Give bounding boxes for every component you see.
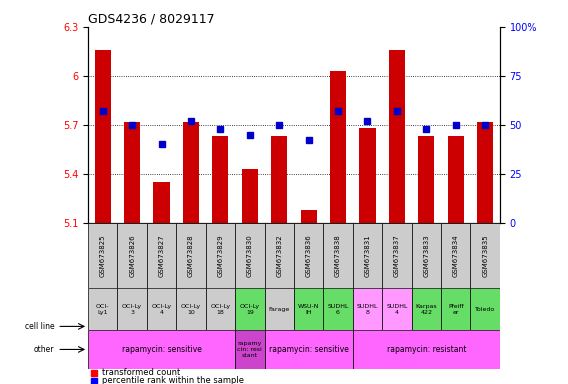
Text: transformed count: transformed count: [102, 368, 181, 377]
Bar: [412, 223, 441, 288]
Text: Toledo: Toledo: [475, 306, 495, 312]
Bar: [441, 223, 470, 288]
Text: Farage: Farage: [269, 306, 290, 312]
Text: OCI-
Ly1: OCI- Ly1: [96, 304, 110, 314]
Bar: [95, 50, 111, 223]
Bar: [206, 223, 235, 288]
Text: SUDHL
8: SUDHL 8: [357, 304, 378, 314]
Bar: [88, 223, 118, 288]
Bar: [147, 288, 176, 330]
Bar: [412, 288, 441, 330]
Bar: [124, 121, 140, 223]
Text: SUDHL
6: SUDHL 6: [327, 304, 349, 314]
Bar: [265, 223, 294, 288]
Text: OCI-Ly
4: OCI-Ly 4: [152, 304, 172, 314]
Text: Karpas
422: Karpas 422: [415, 304, 437, 314]
Bar: [418, 136, 435, 223]
Text: WSU-N
IH: WSU-N IH: [298, 304, 319, 314]
Bar: [448, 136, 464, 223]
Bar: [294, 288, 323, 330]
Bar: [235, 223, 265, 288]
Bar: [477, 121, 493, 223]
Bar: [271, 136, 287, 223]
Bar: [242, 169, 258, 223]
Bar: [235, 288, 265, 330]
Bar: [353, 223, 382, 288]
Bar: [265, 288, 294, 330]
Text: SUDHL
4: SUDHL 4: [386, 304, 408, 314]
Bar: [235, 330, 265, 369]
Bar: [382, 223, 412, 288]
Text: GSM673831: GSM673831: [365, 234, 370, 277]
Bar: [176, 223, 206, 288]
Text: GSM673834: GSM673834: [453, 234, 459, 277]
Text: GDS4236 / 8029117: GDS4236 / 8029117: [88, 13, 215, 26]
Bar: [147, 223, 176, 288]
Text: Pfeiff
er: Pfeiff er: [448, 304, 463, 314]
Bar: [183, 121, 199, 223]
Text: OCI-Ly
18: OCI-Ly 18: [210, 304, 231, 314]
Bar: [382, 288, 412, 330]
Bar: [153, 182, 170, 223]
Text: GSM673835: GSM673835: [482, 234, 488, 277]
Bar: [323, 223, 353, 288]
Bar: [88, 330, 235, 369]
Bar: [323, 288, 353, 330]
Bar: [206, 288, 235, 330]
Bar: [88, 288, 118, 330]
Text: rapamycin: sensitive: rapamycin: sensitive: [122, 345, 202, 354]
Text: GSM673827: GSM673827: [158, 234, 165, 277]
Text: OCI-Ly
10: OCI-Ly 10: [181, 304, 201, 314]
Text: GSM673825: GSM673825: [100, 234, 106, 276]
Bar: [353, 288, 382, 330]
Bar: [360, 128, 375, 223]
Text: cell line: cell line: [25, 322, 55, 331]
Bar: [389, 50, 405, 223]
Text: rapamy
cin: resi
stant: rapamy cin: resi stant: [237, 341, 262, 358]
Text: other: other: [34, 345, 55, 354]
Bar: [265, 330, 353, 369]
Bar: [212, 136, 228, 223]
Bar: [330, 71, 346, 223]
Text: GSM673830: GSM673830: [247, 234, 253, 277]
Text: GSM673833: GSM673833: [423, 234, 429, 277]
Bar: [300, 210, 317, 223]
Text: rapamycin: sensitive: rapamycin: sensitive: [269, 345, 349, 354]
Bar: [118, 223, 147, 288]
Bar: [294, 223, 323, 288]
Bar: [441, 288, 470, 330]
Text: percentile rank within the sample: percentile rank within the sample: [102, 376, 244, 384]
Text: GSM673828: GSM673828: [188, 234, 194, 277]
Text: GSM673829: GSM673829: [218, 234, 223, 277]
Text: GSM673837: GSM673837: [394, 234, 400, 277]
Text: OCI-Ly
19: OCI-Ly 19: [240, 304, 260, 314]
Text: rapamycin: resistant: rapamycin: resistant: [387, 345, 466, 354]
Bar: [353, 330, 500, 369]
Text: GSM673838: GSM673838: [335, 234, 341, 277]
Bar: [470, 288, 500, 330]
Text: OCI-Ly
3: OCI-Ly 3: [122, 304, 142, 314]
Bar: [176, 288, 206, 330]
Text: GSM673836: GSM673836: [306, 234, 312, 277]
Text: GSM673826: GSM673826: [129, 234, 135, 277]
Bar: [118, 288, 147, 330]
Bar: [470, 223, 500, 288]
Text: GSM673832: GSM673832: [276, 234, 282, 277]
